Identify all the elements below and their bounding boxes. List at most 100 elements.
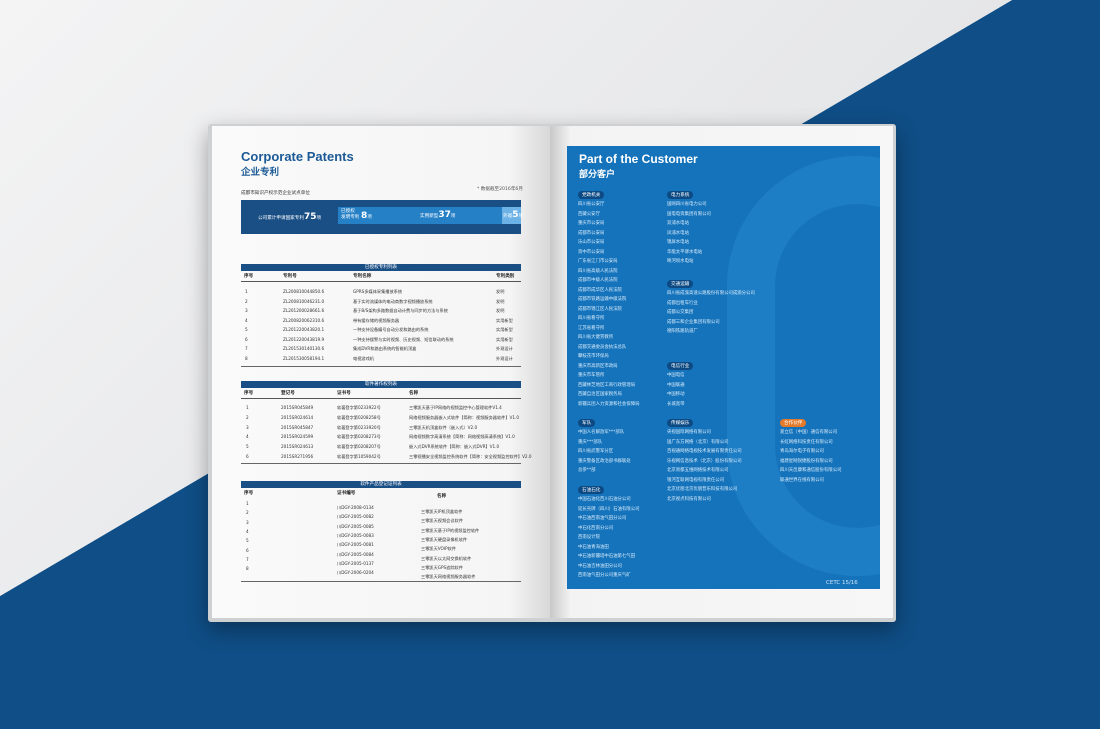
customer-item: 锦屏水电站 (667, 240, 689, 245)
table-cell: 7 (246, 556, 249, 562)
customer-item: 重庆市高新区市政局 (578, 363, 618, 369)
customer-item: 国电电资集团有限公司 (667, 211, 711, 217)
customer-item: 延长壳牌（四川）石油有限公司 (578, 506, 640, 512)
products-table-title: 软件产品登记证列表 (241, 481, 521, 488)
table-cell: 3 (245, 308, 248, 313)
customer-item: 四川省大健劳教所 (578, 335, 614, 340)
table-cell: 带有缓存储的视频服务器 (353, 317, 400, 323)
category-badge: 传媒娱乐 (667, 419, 694, 427)
table-divider (241, 581, 521, 582)
table-cell: 8 (246, 566, 249, 572)
table-cell: 2015SR045847 (281, 424, 314, 430)
customer-item: 广东省江门市公安局 (578, 259, 618, 264)
customer-item: 中石油吉林油田分公司 (578, 563, 622, 569)
customer-list: 爱立信（中国）通信有限公司 长虹网络科技责任有限公司 青岛海尔电子有限公司 福建星网锐… (780, 428, 841, 485)
customer-item: 央视国际网络有限公司 (667, 430, 711, 435)
table-cell: 6 (246, 454, 249, 459)
table-cell: 2015SR024613 (281, 444, 314, 450)
stat-value: 8 (361, 211, 368, 221)
table-cell: 实用新型 (496, 336, 513, 342)
table-cell: 2015SR024599 (281, 434, 314, 440)
category-badge: 电信行业 (667, 362, 694, 370)
customer-item: 成都交通委员会执法总队 (578, 344, 627, 350)
customer-item: 中石油西南油气田分公司 (578, 516, 627, 521)
table-cell: 5 (245, 327, 248, 332)
customer-item: 总参**部 (578, 468, 596, 473)
customer-list: 四川省成渝高速公路股份有限公司成渝分公司 成都出租车行业 成都公交集团 成都三和企业集… (667, 289, 755, 337)
customer-item: 中国石油化西川石油分公司 (578, 497, 631, 502)
customer-list: 四川省公安厅 西藏公安厅 重庆市公安局 成都市公安局 乐山市公安局 资中市公安局 广东省江门… (578, 200, 639, 409)
table-cell: ZL201530058194.1 (283, 355, 325, 361)
customer-list: 中国石油化西川石油分公司延长壳牌（四川）石油有限公司 中石油西南油气田分公司 中石化… (578, 495, 639, 581)
customer-item: 四川省高级人民法院 (578, 268, 618, 274)
customer-item: 成都市锦江区人民法院 (578, 306, 622, 312)
table-cell: 软著登字第0233922号 (337, 405, 381, 410)
customer-item: 百视通网络电视技术发展有限责任公司 (667, 449, 742, 454)
table-cell: 发明 (496, 298, 505, 304)
stat-label: 发明专利 (341, 214, 360, 220)
customer-item: 北京优朋北京优朋普乐科技有限公司 (667, 487, 738, 492)
table-cell: ZL200810044850.6 (283, 289, 325, 294)
customer-item: 成都市铁路运输中级法院 (578, 297, 627, 302)
table-cell: ZL201220043820.1 (283, 327, 325, 332)
table-cell: 5 (246, 538, 249, 544)
customer-item: 成都公交集团 (667, 310, 694, 315)
category-badge: 军队 (578, 419, 596, 427)
table-cell: 2 (246, 510, 249, 516)
stat-value: 75 (303, 212, 317, 222)
customer-item: 新疆兵团人力资源和社会保障局 (578, 401, 640, 407)
table-cell: 2015SR045849 (281, 405, 314, 410)
customer-list: 国网四川省电力公司 国电电资集团有限公司 双浦水电站 凤浦水电站 锦屏水电站 华能太平驿水… (667, 200, 711, 267)
customer-item: 成都市成华区人民法院 (578, 287, 622, 293)
stats-segment-granted (338, 207, 504, 224)
table-cell: 川DGY-2005-0082 (337, 514, 374, 520)
table-cell: 电视游戏机 (353, 355, 374, 361)
table-cell: 三零凯天基于IP网络的视频监控中心管理软件V1.4 (409, 405, 502, 410)
customer-item: 四川省成渝高速公路股份有限公司成渝分公司 (667, 291, 755, 296)
table-cell: 软著登字第0208258号 (337, 414, 381, 420)
table-cell: 2 (245, 298, 248, 304)
customer-item: 西南油气田分公司重庆气矿 (578, 573, 631, 578)
table-cell: 5 (246, 444, 249, 450)
customer-item: 国网四川省电力公司 (667, 202, 707, 207)
table-cell: 外观设计 (496, 346, 513, 351)
customer-item: 北京易都五维网络技术有限公司 (667, 468, 729, 473)
table-cell: 网络视频数字高清系统【简称：网络视频高清系统】V1.0 (409, 434, 515, 440)
customer-title-zh: 部分客户 (579, 170, 616, 180)
table-cell: 1 (246, 405, 249, 410)
customer-item: 成都出租车行业 (667, 300, 698, 306)
customer-list: 央视国际网络有限公司 国广东方网络（北京）有限公司 百视通网络电视技术发展有限责任公… (667, 428, 742, 504)
stat-invention: 8项 (361, 211, 372, 221)
table-cell: 三零凯天网络视频服务器软件 (421, 574, 476, 580)
table-cell: 三零凯天GPS追踪软件 (421, 564, 463, 570)
table-cell: 实用新型 (496, 317, 513, 323)
customer-item: 中国联通 (667, 382, 685, 388)
table-cell: ZL201200028661.6 (283, 308, 325, 313)
table-cell: 2 (246, 414, 249, 420)
ghost-logo-shape (727, 156, 880, 576)
table-cell: 软著登字第0208207号 (337, 444, 381, 450)
table-cell: 网络视频服务器嵌入式软件【简称：视频服务器软件】V1.0 (409, 414, 520, 420)
customer-list: 中国人名解放军***部队 重庆***部队 四川省武警军分区 重庆警备区政治部书群联处总… (578, 428, 631, 476)
customer-panel (567, 146, 880, 589)
table-cell: 8 (245, 355, 248, 361)
customer-item: 中国移动 (667, 392, 685, 397)
stat-value: 37 (438, 210, 451, 220)
table-cell: 软著登字第0233920号 (337, 424, 381, 430)
stat-unit: 项 (518, 214, 524, 219)
table-cell: ZL201220043819.9 (283, 336, 325, 342)
customer-item: 重庆市车管所 (578, 373, 605, 378)
table-cell: 基于B/S架构多路数据自动计费与同步的方法与系统 (353, 308, 448, 313)
stat-label: 实用新型 (420, 214, 439, 219)
col-header: 序号 (244, 274, 254, 279)
col-header: 名称 (437, 494, 447, 499)
col-header: 名称 (409, 391, 419, 396)
customer-item: 中石化西南分公司 (578, 525, 614, 531)
page-title-zh: 企业专利 (241, 167, 280, 178)
stat-unit: 项 (367, 215, 372, 220)
table-cell: 川DGY-2005-0084 (337, 551, 374, 557)
stat-unit: 项 (316, 216, 322, 221)
category-badge: 合作伙伴 (780, 419, 807, 427)
table-cell: ZL201530140130.6 (283, 346, 325, 351)
customer-item: 银河互联网电视有限责任公司 (667, 477, 725, 483)
